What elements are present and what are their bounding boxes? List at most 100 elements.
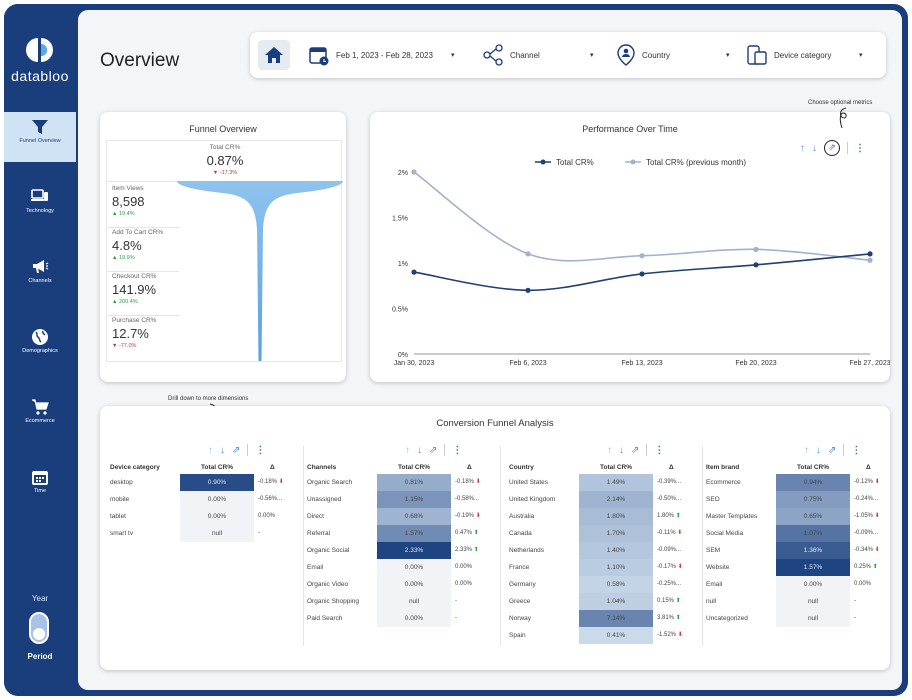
row-dimension-value[interactable]: Master Templates	[706, 513, 758, 520]
sidebar-item-label: Demographics	[22, 348, 58, 354]
table-header-cr[interactable]: Total CR%	[397, 464, 431, 471]
sort-desc-icon[interactable]: ↓	[812, 142, 817, 154]
table-header-cr[interactable]: Total CR%	[599, 464, 633, 471]
row-dimension-value[interactable]: Social Media	[706, 530, 744, 537]
sidebar-item-demographics[interactable]: Demographics	[4, 322, 76, 372]
table-header-cr[interactable]: Total CR%	[796, 464, 830, 471]
chart-title: Performance Over Time	[582, 124, 678, 134]
row-dimension-value[interactable]: Ecommerce	[706, 479, 741, 486]
table-header-dimension[interactable]: Item brand	[706, 464, 740, 471]
drill-down-icon[interactable]: ↓	[816, 444, 821, 456]
drill-down-icon[interactable]: ↓	[220, 444, 225, 456]
row-dimension-value[interactable]: Australia	[509, 513, 535, 520]
more-options-icon[interactable]: ⋮	[654, 444, 665, 456]
row-dimension-value[interactable]: SEO	[706, 496, 720, 503]
more-options-icon[interactable]: ⋮	[855, 142, 865, 154]
row-dimension-value[interactable]: Organic Social	[307, 547, 350, 554]
row-dimension-value[interactable]: smart tv	[110, 530, 134, 537]
table-header-dimension[interactable]: Channels	[307, 464, 337, 471]
channel-filter[interactable]: Channel ▾	[482, 44, 597, 66]
optional-metrics-icon[interactable]: ⇗	[828, 444, 837, 456]
row-dimension-value[interactable]: null	[706, 598, 717, 605]
drill-up-icon[interactable]: ↑	[208, 444, 213, 456]
row-dimension-value[interactable]: Unassigned	[307, 496, 342, 503]
row-dimension-value[interactable]: Email	[307, 564, 324, 571]
row-cr-value: 0.00%	[377, 610, 451, 627]
device-category-filter[interactable]: Device category ▾	[746, 44, 866, 66]
cfa-table-item-brand: ↑ ↓ ⇗ ⋮ Item brand Total CR% Δ Ecommerce 0.94% -0…	[706, 444, 890, 654]
row-cr-value: 0.00%	[377, 559, 451, 576]
row-dimension-value[interactable]: Norway	[509, 615, 532, 622]
date-range-filter[interactable]: Feb 1, 2023 - Feb 28, 2023 ▾	[308, 44, 458, 66]
more-options-icon[interactable]: ⋮	[851, 444, 862, 456]
row-dimension-value[interactable]: Paid Search	[307, 615, 343, 622]
row-dimension-value[interactable]: United States	[509, 479, 549, 486]
brand-name: databloo	[11, 68, 69, 84]
row-dimension-value[interactable]: Greece	[509, 598, 531, 605]
sidebar-item-technology[interactable]: Technology	[4, 182, 76, 232]
more-options-icon[interactable]: ⋮	[452, 444, 463, 456]
drill-up-icon[interactable]: ↑	[607, 444, 612, 456]
country-filter[interactable]: Country ▾	[616, 44, 733, 66]
divider	[107, 315, 179, 316]
home-button[interactable]	[258, 40, 290, 70]
row-dimension-value[interactable]: Canada	[509, 530, 532, 537]
optional-metrics-icon[interactable]: ⇗	[631, 444, 640, 456]
drill-up-icon[interactable]: ↑	[405, 444, 410, 456]
table-header-delta[interactable]: Δ	[270, 464, 275, 471]
table-header-dimension[interactable]: Country	[509, 464, 534, 471]
sort-asc-icon[interactable]: ↑	[800, 142, 805, 154]
sidebar-item-label: Ecommerce	[25, 418, 55, 424]
row-dimension-value[interactable]: mobile	[110, 496, 130, 503]
sidebar-item-channels[interactable]: Channels	[4, 252, 76, 302]
row-dimension-value[interactable]: Spain	[509, 632, 526, 639]
row-dimension-value[interactable]: United Kingdom	[509, 496, 556, 503]
optional-metrics-icon[interactable]: ⇗	[232, 444, 241, 456]
row-dimension-value[interactable]: Email	[706, 581, 723, 588]
data-point	[867, 251, 873, 257]
row-dimension-value[interactable]: Website	[706, 564, 730, 571]
x-tick-label: Jan 30, 2023	[394, 360, 435, 367]
row-dimension-value[interactable]: tablet	[110, 513, 126, 520]
optional-metrics-annotation: Choose optional metrics	[808, 100, 873, 106]
row-dimension-value[interactable]: SEM	[706, 547, 721, 554]
row-dimension-value[interactable]: Direct	[307, 513, 324, 520]
row-delta: -0.39%...	[657, 474, 695, 491]
row-dimension-value[interactable]: Referral	[307, 530, 331, 537]
cfa-table-channels: ↑ ↓ ⇗ ⋮ Channels Total CR% Δ Organic Search 0.81…	[307, 444, 491, 654]
row-dimension-value[interactable]: Organic Search	[307, 479, 353, 486]
row-dimension-value[interactable]: Organic Shopping	[307, 598, 360, 605]
table-header-delta[interactable]: Δ	[866, 464, 871, 471]
row-dimension-value[interactable]: Uncategorized	[706, 615, 748, 622]
row-delta: 0.47% ⬆	[455, 525, 493, 542]
optional-metrics-icon[interactable]: ⇗	[429, 444, 438, 456]
row-delta-value: -0.09%...	[657, 547, 682, 553]
y-tick-label: 2%	[398, 170, 408, 177]
row-dimension-value[interactable]: Organic Video	[307, 581, 349, 588]
drill-down-icon[interactable]: ↓	[417, 444, 422, 456]
drill-up-icon[interactable]: ↑	[804, 444, 809, 456]
row-dimension-value[interactable]: Germany	[509, 581, 536, 588]
more-options-icon[interactable]: ⋮	[255, 444, 266, 456]
drill-down-icon[interactable]: ↓	[619, 444, 624, 456]
data-point	[639, 271, 645, 277]
row-cr-value: 2.14%	[579, 491, 653, 508]
sidebar-item-time[interactable]: Time	[4, 462, 76, 512]
row-dimension-value[interactable]: Netherlands	[509, 547, 545, 554]
table-header-cr[interactable]: Total CR%	[200, 464, 234, 471]
optional-metrics-icon[interactable]: ⇗	[824, 140, 840, 156]
down-arrow-icon: ⬇	[677, 564, 683, 570]
row-dimension-value[interactable]: desktop	[110, 479, 133, 486]
row-delta: -1.52% ⬇	[657, 627, 695, 644]
table-header-delta[interactable]: Δ	[467, 464, 472, 471]
year-period-toggle[interactable]	[29, 612, 49, 644]
table-header-dimension[interactable]: Device category	[110, 464, 160, 471]
row-delta-value: -0.58%...	[455, 496, 480, 502]
row-dimension-value[interactable]: France	[509, 564, 530, 571]
cfa-table-country: ↑ ↓ ⇗ ⋮ Country Total CR% Δ United States 1.49% -…	[509, 444, 693, 654]
sidebar-item-ecommerce[interactable]: Ecommerce	[4, 392, 76, 442]
sidebar-item-funnel-overview[interactable]: Funnel Overview	[4, 112, 76, 162]
table-header-delta[interactable]: Δ	[669, 464, 674, 471]
page-title: Overview	[100, 50, 180, 71]
